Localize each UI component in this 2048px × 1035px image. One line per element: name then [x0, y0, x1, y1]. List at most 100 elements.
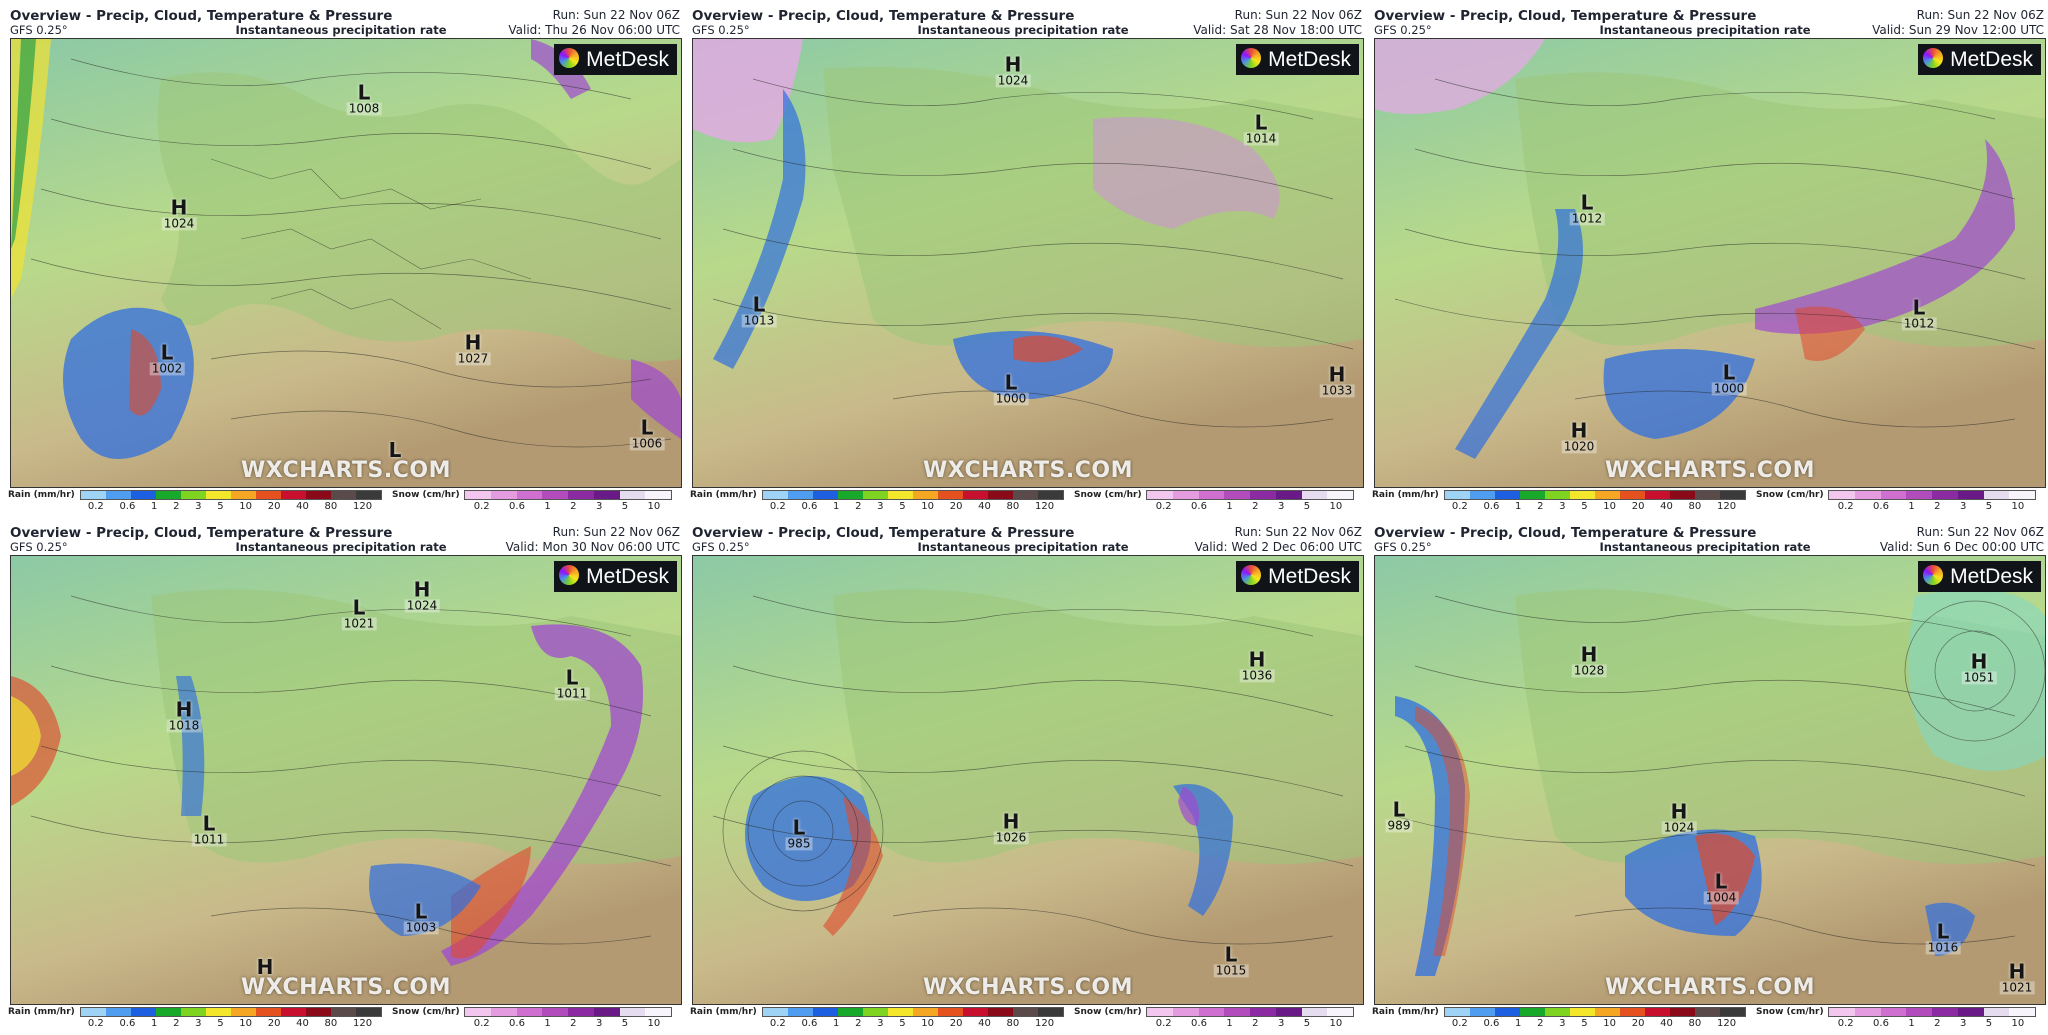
- rain-tick-label: 5: [899, 1018, 906, 1029]
- chart-panel-3: Overview - Precip, Cloud, Temperature & …: [1364, 0, 2046, 515]
- chart-panel-1: Overview - Precip, Cloud, Temperature & …: [0, 0, 682, 515]
- rain-swatch: [1520, 1008, 1545, 1016]
- rain-legend-label: Rain (mm/hr): [8, 490, 75, 500]
- metdesk-logo-icon: [1923, 48, 1944, 68]
- rain-tick-label: 10: [921, 501, 935, 512]
- snow-tick-label: 0.2: [1837, 501, 1854, 512]
- rain-tick-label: 0.6: [801, 1018, 818, 1029]
- rain-tick-label: 3: [877, 1018, 884, 1029]
- pressure-system: L 1012: [1901, 295, 1937, 331]
- panel-title: Overview - Precip, Cloud, Temperature & …: [10, 8, 393, 24]
- rain-color-bar: [80, 490, 382, 500]
- rain-swatch: [81, 1008, 106, 1016]
- rain-swatch: [156, 1008, 181, 1016]
- snow-tick-label: 0.2: [473, 1018, 490, 1029]
- snow-ticks: 0.2 0.6 1 2 3 5 10: [1146, 501, 1352, 512]
- model-label: GFS 0.25°: [1374, 540, 1432, 554]
- rain-swatch: [281, 1008, 306, 1016]
- snow-tick-label: 10: [1329, 501, 1343, 512]
- snow-color-bar: [464, 1007, 672, 1017]
- rain-tick-label: 5: [1581, 501, 1588, 512]
- panel-subtitle: Instantaneous precipitation rate: [235, 540, 447, 554]
- snow-tick-label: 3: [1959, 1018, 1967, 1029]
- panel-title: Overview - Precip, Cloud, Temperature & …: [692, 525, 1075, 541]
- rain-swatch: [1720, 1008, 1745, 1016]
- rain-tick-label: 80: [1688, 501, 1702, 512]
- rain-swatch: [1595, 491, 1620, 499]
- pressure-system: H 1020: [1561, 418, 1597, 454]
- rain-tick-label: 80: [324, 501, 338, 512]
- rain-swatch: [938, 1008, 963, 1016]
- rain-tick-label: 20: [1631, 1018, 1645, 1029]
- panel-title: Overview - Precip, Cloud, Temperature & …: [692, 8, 1075, 24]
- pressure-system: H 1026: [993, 809, 1029, 845]
- wxcharts-watermark: WXCHARTS.COM: [1605, 458, 1815, 483]
- rain-swatch: [838, 491, 863, 499]
- snow-swatch: [1983, 1008, 2010, 1016]
- rain-swatch: [1038, 491, 1063, 499]
- rain-tick-label: 5: [217, 1018, 224, 1029]
- snow-tick-label: 2: [1934, 501, 1941, 512]
- rain-swatch: [1013, 491, 1038, 499]
- rain-tick-label: 10: [921, 1018, 935, 1029]
- rain-swatch: [206, 491, 231, 499]
- run-label: Run: Sun 22 Nov 06Z: [1234, 525, 1362, 539]
- rain-swatch: [1670, 491, 1695, 499]
- metdesk-logo-icon: [559, 565, 580, 585]
- valid-label: Valid: Sun 6 Dec 00:00 UTC: [1879, 540, 2044, 554]
- run-label: Run: Sun 22 Nov 06Z: [552, 525, 680, 539]
- snow-tick-label: 3: [595, 1018, 603, 1029]
- map-canvas: [693, 39, 1363, 487]
- pressure-system: H: [256, 955, 274, 979]
- metdesk-logo: MetDesk: [554, 561, 677, 592]
- wxcharts-watermark: WXCHARTS.COM: [923, 975, 1133, 1000]
- snow-tick-label: 0.2: [1837, 1018, 1854, 1029]
- rain-tick-label: 40: [1660, 501, 1673, 512]
- snow-tick-label: 10: [2011, 501, 2025, 512]
- snow-tick-label: 5: [1985, 501, 1993, 512]
- rain-swatch: [988, 491, 1013, 499]
- map-canvas: [11, 556, 681, 1004]
- snow-swatch: [1906, 491, 1932, 499]
- panel-header: Overview - Precip, Cloud, Temperature & …: [2, 517, 680, 554]
- rain-tick-label: 3: [195, 501, 202, 512]
- snow-tick-label: 3: [1959, 501, 1967, 512]
- rain-swatch: [863, 491, 888, 499]
- snow-tick-label: 1: [1226, 1018, 1233, 1029]
- rain-tick-label: 120: [1716, 501, 1737, 512]
- panel-header: Overview - Precip, Cloud, Temperature & …: [684, 517, 1362, 554]
- rain-swatch: [1645, 1008, 1670, 1016]
- rain-ticks: 0.2 0.6 1 2 3 5 10 20 40 80 120: [80, 1018, 380, 1029]
- snow-tick-label: 1: [1908, 501, 1915, 512]
- rain-swatch: [1038, 1008, 1063, 1016]
- snow-swatch: [1906, 1008, 1932, 1016]
- snow-swatch: [1854, 491, 1881, 499]
- rain-swatch: [306, 491, 331, 499]
- chart-panel-6: Overview - Precip, Cloud, Temperature & …: [1364, 517, 2046, 1032]
- metdesk-logo: MetDesk: [554, 44, 677, 75]
- rain-swatch: [356, 491, 381, 499]
- rain-swatch: [356, 1008, 381, 1016]
- rain-ticks: 0.2 0.6 1 2 3 5 10 20 40 80 120: [80, 501, 380, 512]
- snow-swatch: [1172, 1008, 1199, 1016]
- rain-tick-label: 0.6: [1483, 1018, 1500, 1029]
- snow-swatch: [645, 491, 671, 499]
- rain-swatch: [281, 491, 306, 499]
- snow-swatch: [1301, 1008, 1328, 1016]
- snow-tick-label: 2: [570, 1018, 577, 1029]
- color-legend: Rain (mm/hr) 0.2 0.6 1 2 3 5 10 20 40 80 120 Snow …: [690, 1005, 1356, 1031]
- pressure-system: L 1014: [1243, 110, 1279, 146]
- rain-swatch: [1720, 491, 1745, 499]
- pressure-system: H 1028: [1571, 642, 1607, 678]
- snow-legend-label: Snow (cm/hr): [392, 1007, 460, 1017]
- rain-swatch: [813, 1008, 838, 1016]
- rain-tick-label: 120: [352, 1018, 373, 1029]
- rain-swatch: [206, 1008, 231, 1016]
- snow-swatch: [619, 491, 646, 499]
- snow-ticks: 0.2 0.6 1 2 3 5 10: [464, 1018, 670, 1029]
- panel-subtitle: Instantaneous precipitation rate: [1599, 540, 1811, 554]
- rain-tick-label: 0.6: [119, 501, 136, 512]
- pressure-system: L 1013: [741, 292, 777, 328]
- snow-swatch: [1172, 491, 1199, 499]
